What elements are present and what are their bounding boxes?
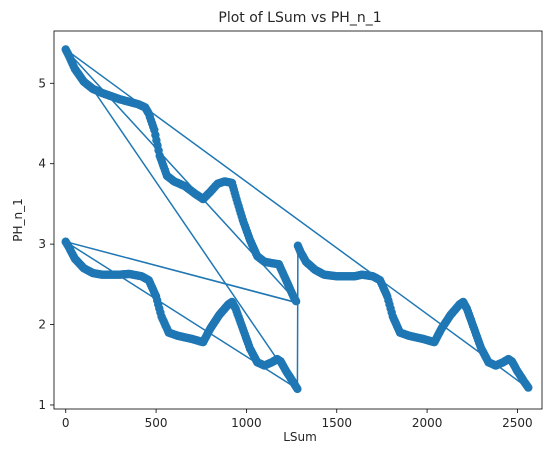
y-tick-label: 1 bbox=[38, 398, 46, 412]
x-tick-label: 500 bbox=[145, 416, 168, 430]
series-markers bbox=[61, 45, 533, 394]
x-axis-label: LSum bbox=[283, 430, 317, 444]
y-axis-label: PH_n_1 bbox=[11, 198, 25, 242]
x-tick-label: 1500 bbox=[321, 416, 352, 430]
x-axis: 0 500 1000 1500 2000 2500 bbox=[62, 409, 533, 430]
y-axis: 1 2 3 4 5 bbox=[38, 76, 54, 412]
y-tick-label: 2 bbox=[38, 318, 46, 332]
data-point bbox=[293, 384, 302, 394]
x-tick-label: 0 bbox=[62, 416, 70, 430]
x-tick-label: 1000 bbox=[231, 416, 262, 430]
plot-area bbox=[61, 45, 533, 394]
y-tick-label: 5 bbox=[38, 76, 46, 90]
y-tick-label: 4 bbox=[38, 157, 46, 171]
x-tick-label: 2500 bbox=[502, 416, 533, 430]
axes-frame bbox=[53, 30, 543, 410]
y-tick-label: 3 bbox=[38, 237, 46, 251]
data-point bbox=[524, 383, 533, 392]
x-tick-label: 2000 bbox=[412, 416, 443, 430]
data-point bbox=[291, 297, 301, 306]
chart-title: Plot of LSum vs PH_n_1 bbox=[218, 10, 381, 26]
